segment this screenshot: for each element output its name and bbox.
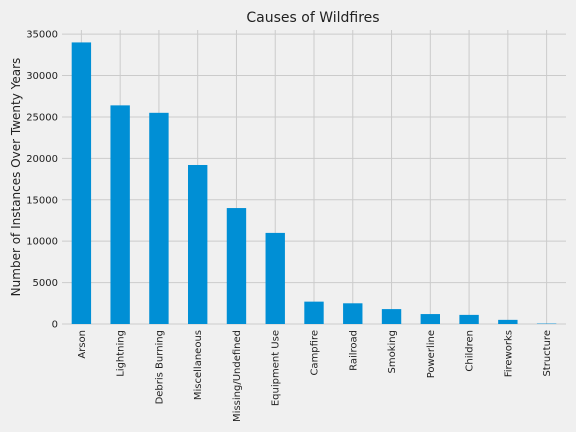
y-tick-label: 10000 <box>26 237 58 248</box>
bar-fireworks <box>498 319 518 324</box>
x-tick-label: Arson <box>77 330 88 359</box>
y-tick-label: 25000 <box>26 112 58 123</box>
x-tick-label: Railroad <box>348 330 359 371</box>
y-tick-label: 20000 <box>26 154 58 165</box>
y-tick-label: 35000 <box>26 30 58 41</box>
x-tick-label: Lightning <box>116 330 127 377</box>
chart-title: Causes of Wildfires <box>246 10 379 26</box>
y-tick-label: 5000 <box>33 278 58 289</box>
y-tick-label: 0 <box>52 320 58 331</box>
x-tick-label: Smoking <box>387 330 398 373</box>
x-tick-labels: Arson Lightning Debris Burning Miscellaneou… <box>77 330 553 422</box>
x-tick-label: Children <box>465 330 476 372</box>
bar-campfire <box>304 301 324 324</box>
bar-lightning <box>110 105 130 325</box>
bar-equipment-use <box>265 232 285 324</box>
bar-miscellaneous <box>188 164 208 324</box>
y-tick-label: 15000 <box>26 195 58 206</box>
x-tick-label: Miscellaneous <box>193 330 204 400</box>
bar-smoking <box>381 309 402 324</box>
bar-layer <box>71 42 557 325</box>
bar-railroad <box>343 303 363 324</box>
x-tick-label: Debris Burning <box>154 330 165 404</box>
x-tick-label: Equipment Use <box>271 330 282 406</box>
x-tick-label: Missing/Undefined <box>232 330 243 422</box>
bar-children <box>459 314 479 324</box>
y-tick-labels: 0 5000 10000 15000 20000 25000 30000 35000 <box>26 30 58 331</box>
bar-arson <box>71 42 92 324</box>
x-tick-label: Structure <box>542 330 553 377</box>
bar-debris-burning <box>149 112 169 325</box>
y-axis-label: Number of Instances Over Twenty Years <box>9 58 23 297</box>
x-tick-label: Fireworks <box>503 330 514 377</box>
bar-missing-undefined <box>226 208 247 324</box>
x-tick-label: Campfire <box>310 330 321 376</box>
bar-powerline <box>420 314 440 324</box>
grid-layer <box>62 30 566 325</box>
y-tick-label: 30000 <box>26 71 58 82</box>
x-tick-label: Powerline <box>426 330 437 378</box>
